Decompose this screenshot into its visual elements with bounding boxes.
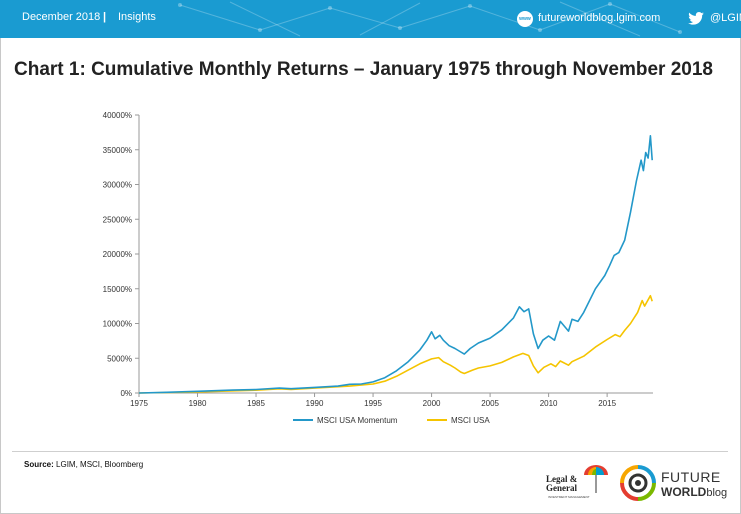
y-tick-label: 5000% (107, 354, 132, 363)
twitter-bird-icon[interactable] (688, 12, 704, 25)
chart-title: Chart 1: Cumulative Monthly Returns – Ja… (14, 59, 713, 80)
lg-line1: Legal & (546, 474, 578, 484)
x-tick-label: 1990 (306, 399, 324, 408)
footer: Source: LGIM, MSCI, Bloomberg Legal & Ge… (12, 451, 728, 507)
legend-label: MSCI USA Momentum (317, 416, 398, 425)
series-lines (138, 135, 653, 394)
y-tick-label: 25000% (103, 215, 132, 224)
source-note: Source: LGIM, MSCI, Bloomberg (24, 460, 143, 469)
x-axis: 1975 1980 1985 1990 1995 2000 2005 2010 2015 (130, 392, 653, 408)
x-tick-label: 2010 (540, 399, 558, 408)
globe-icon: www (517, 11, 533, 27)
header-separator: | (103, 11, 107, 23)
x-tick-label: 1980 (189, 399, 207, 408)
website-link[interactable]: futureworldblog.lgim.com (538, 12, 661, 24)
x-tick-label: 1985 (247, 399, 265, 408)
twitter-handle-link[interactable]: @LGIM (710, 12, 741, 24)
future-world-mark-icon (620, 465, 656, 501)
y-tick-label: 30000% (103, 181, 132, 190)
header-section-link[interactable]: Insights (118, 11, 156, 23)
header-date: December 2018 (22, 11, 101, 23)
legend: MSCI USA Momentum MSCI USA (293, 416, 490, 425)
lg-line2: General (546, 483, 577, 493)
y-tick-label: 40000% (103, 111, 132, 120)
lg-subtitle: INVESTMENT MANAGEMENT (548, 495, 590, 499)
x-tick-label: 1975 (130, 399, 148, 408)
fw-line1: FUTURE (661, 469, 721, 485)
fw-line2: WORLDblog (661, 485, 727, 499)
x-tick-label: 2015 (598, 399, 616, 408)
y-axis: 0% 5000% 10000% 15000% 20000% 25000% 30000% 350… (103, 111, 140, 398)
umbrella-icon (584, 465, 608, 493)
x-tick-label: 2000 (423, 399, 441, 408)
network-pattern (178, 1, 682, 37)
fw-world: WORLD (661, 485, 707, 499)
lg-wordmark: Legal & General (546, 475, 577, 493)
y-tick-label: 10000% (103, 320, 132, 329)
series-line-msci-usa (138, 294, 653, 394)
y-tick-label: 35000% (103, 146, 132, 155)
series-line-msci-usa-momentum (138, 135, 653, 394)
y-tick-label: 0% (120, 389, 132, 398)
line-chart: 0% 5000% 10000% 15000% 20000% 25000% 30000% 350… (103, 111, 653, 425)
legal-general-logo: Legal & General INVESTMENT MANAGEMENT (546, 465, 608, 505)
x-tick-label: 2005 (481, 399, 499, 408)
source-text: LGIM, MSCI, Bloomberg (53, 460, 144, 469)
future-world-blog-logo: FUTURE WORLDblog (619, 464, 729, 504)
y-tick-label: 15000% (103, 285, 132, 294)
header-bar: December 2018 | Insights www futureworld… (0, 0, 741, 38)
y-tick-label: 20000% (103, 250, 132, 259)
legend-label: MSCI USA (451, 416, 490, 425)
x-tick-label: 1995 (364, 399, 382, 408)
source-label: Source: (24, 460, 54, 469)
fw-blog: blog (706, 487, 728, 499)
